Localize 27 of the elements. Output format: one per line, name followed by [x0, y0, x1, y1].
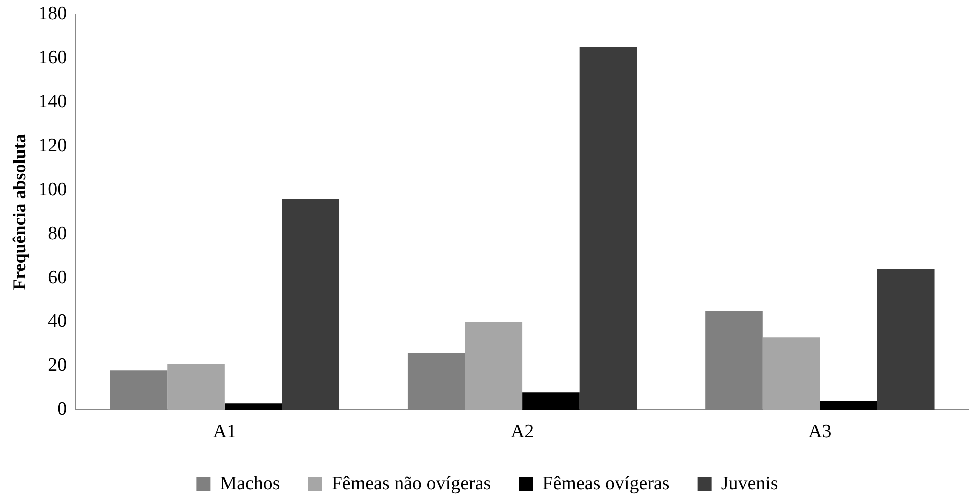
- legend-label: Machos: [220, 473, 280, 494]
- y-tick-label: 100: [38, 179, 68, 200]
- y-tick-label: 180: [38, 3, 68, 24]
- y-tick-label: 120: [38, 135, 68, 156]
- y-tick-label: 60: [48, 267, 68, 288]
- legend-label: Fêmeas ovígeras: [542, 473, 670, 494]
- legend-label: Fêmeas não ovígeras: [332, 473, 492, 494]
- bar: [465, 322, 523, 410]
- y-tick-label: 80: [48, 223, 68, 244]
- bar: [168, 364, 225, 410]
- bar: [877, 269, 935, 410]
- y-tick-label: 0: [58, 399, 68, 420]
- x-tick-label: A1: [213, 422, 237, 443]
- bar: [282, 199, 340, 410]
- y-axis-title: Frequência absoluta: [9, 134, 30, 290]
- bar: [820, 401, 878, 410]
- bar: [762, 338, 820, 410]
- y-tick-label: 140: [38, 91, 68, 112]
- y-tick-label: 20: [48, 355, 68, 376]
- y-tick-label: 40: [48, 311, 68, 332]
- bar: [224, 404, 282, 410]
- x-tick-label: A3: [808, 422, 832, 443]
- y-tick-label: 160: [38, 47, 68, 68]
- legend-label: Juvenis: [721, 473, 778, 494]
- bar: [522, 392, 580, 410]
- bar: [580, 47, 638, 410]
- x-tick-label: A2: [510, 422, 534, 443]
